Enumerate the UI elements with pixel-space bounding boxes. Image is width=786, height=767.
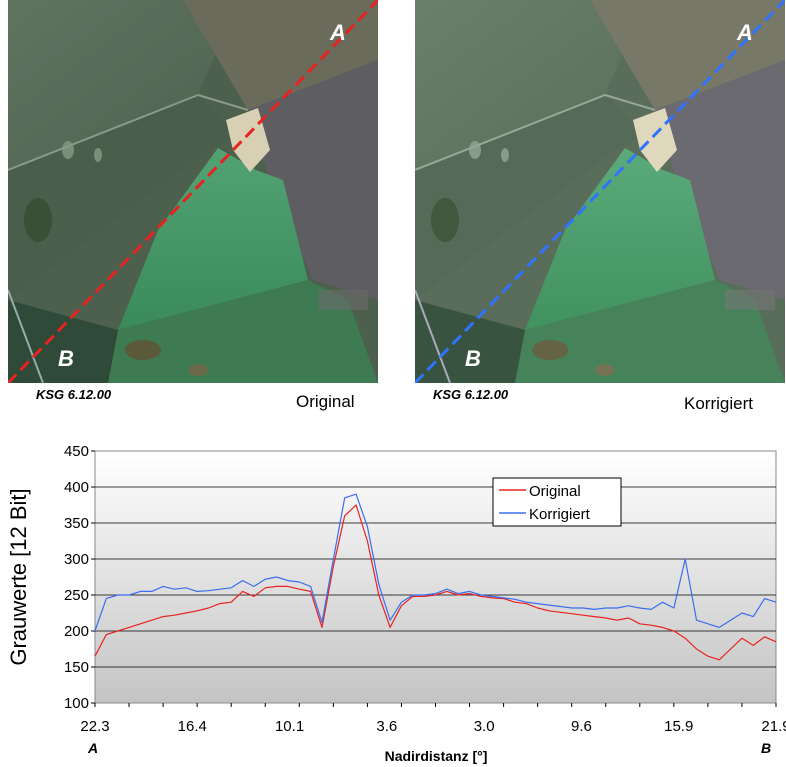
legend: Original Korrigiert: [492, 477, 622, 527]
y-tick-label: 150: [64, 659, 89, 676]
x-tick-label: 16.4: [178, 718, 207, 735]
line-chart: 100 150 200 250 300 350 400 450 22.3 16.4 10.1 3.6…: [6, 443, 786, 764]
point-b-label: B: [465, 346, 481, 371]
legend-label-corrected: Korrigiert: [529, 506, 591, 523]
profile-line-original: [8, 0, 378, 383]
profile-line-corrected: [415, 0, 785, 383]
x-tick-label: 10.1: [275, 718, 304, 735]
aerial-image-original: A B: [8, 0, 378, 383]
x-tick-label: 9.6: [571, 718, 592, 735]
x-tick-label: 3.6: [376, 718, 397, 735]
y-axis-title: Grauwerte [12 Bit]: [6, 488, 31, 665]
y-tick-label: 300: [64, 551, 89, 568]
x-axis-end-b: B: [761, 740, 771, 756]
y-tick-label: 450: [64, 443, 89, 460]
image-label-original: Original: [296, 392, 355, 411]
y-tick-label: 250: [64, 587, 89, 604]
image-label-corrected: Korrigiert: [684, 394, 753, 413]
image-code-corrected: KSG 6.12.00: [433, 387, 509, 402]
point-a-label: A: [736, 20, 753, 45]
y-tick-label: 100: [64, 695, 89, 712]
point-b-label: B: [58, 346, 74, 371]
y-tick-label: 350: [64, 515, 89, 532]
x-tick-label: 21.9: [761, 718, 786, 735]
image-code-original: KSG 6.12.00: [36, 387, 112, 402]
aerial-image-corrected: A B: [415, 0, 785, 383]
x-axis-end-a: A: [87, 740, 98, 756]
x-tick-label: 22.3: [80, 718, 109, 735]
x-tick-label: 3.0: [474, 718, 495, 735]
legend-label-original: Original: [529, 483, 581, 500]
y-tick-label: 400: [64, 479, 89, 496]
series-line-corrected: [94, 493, 777, 632]
point-a-label: A: [329, 20, 346, 45]
x-axis-title: Nadirdistanz [°]: [385, 748, 488, 764]
series-line-original: [94, 504, 777, 661]
y-tick-label: 200: [64, 623, 89, 640]
x-tick-label: 15.9: [664, 718, 693, 735]
plot-area: [94, 450, 777, 704]
